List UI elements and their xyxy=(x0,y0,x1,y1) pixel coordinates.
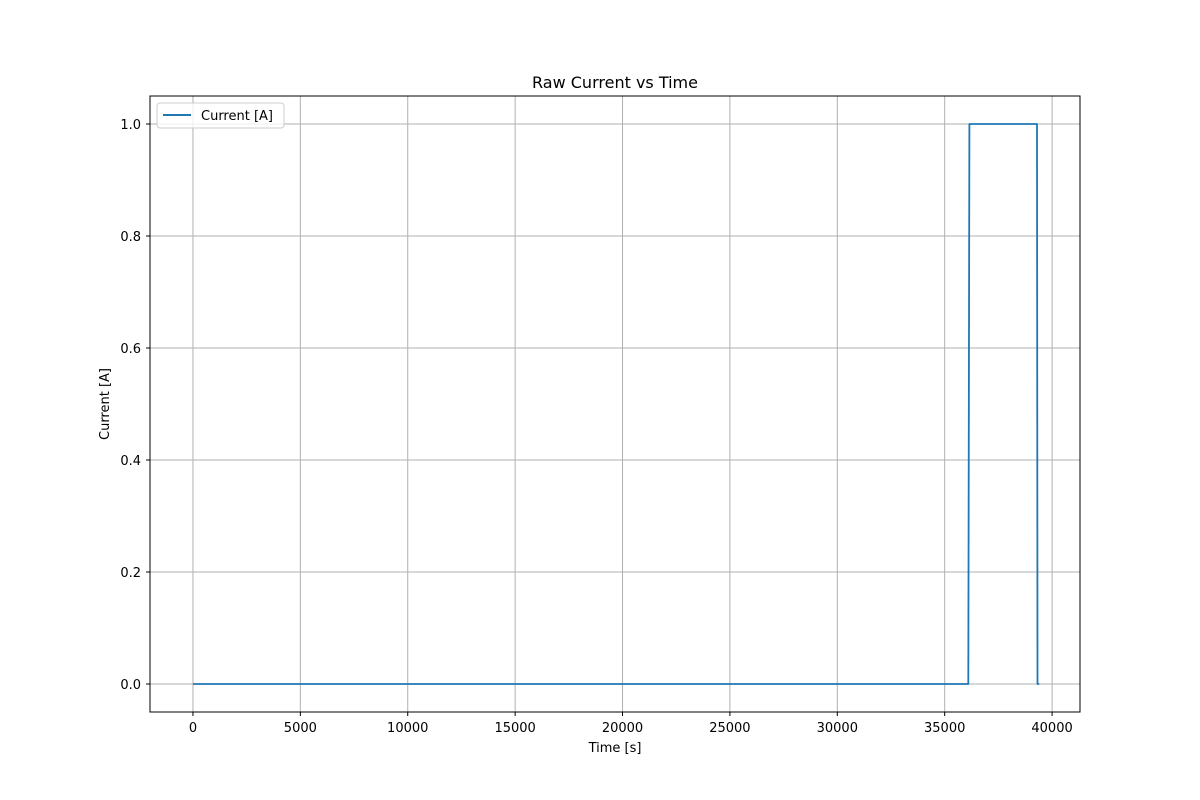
series-layer xyxy=(193,123,1040,685)
x-tick-label: 0 xyxy=(189,721,197,736)
x-tick-label: 35000 xyxy=(924,721,965,736)
x-tick-label: 10000 xyxy=(387,721,428,736)
legend-label: Current [A] xyxy=(201,109,273,124)
x-axis-title: Time [s] xyxy=(588,741,642,756)
legend: Current [A] xyxy=(156,102,285,129)
legend-box xyxy=(156,102,285,129)
y-axis-title: Current [A] xyxy=(98,368,113,440)
tick-layer: 0 5000 10000 15000 20000 25000 30000 35000 40000… xyxy=(120,118,1072,736)
x-tick-label: 20000 xyxy=(602,721,643,736)
x-tick-label: 5000 xyxy=(284,721,317,736)
y-tick-label: 0.4 xyxy=(120,454,141,469)
series-line-current xyxy=(193,123,1040,685)
chart-title: Raw Current vs Time xyxy=(532,73,698,92)
x-tick-label: 40000 xyxy=(1031,721,1072,736)
x-tick-label: 25000 xyxy=(709,721,750,736)
y-tick-label: 0.0 xyxy=(120,678,141,693)
x-tick-label: 15000 xyxy=(494,721,535,736)
y-tick-label: 1.0 xyxy=(120,118,141,133)
y-tick-label: 0.6 xyxy=(120,342,141,357)
plot-frame xyxy=(149,95,1081,713)
y-tick-label: 0.2 xyxy=(120,566,141,581)
x-tick-label: 30000 xyxy=(817,721,858,736)
y-tick-label: 0.8 xyxy=(120,230,141,245)
